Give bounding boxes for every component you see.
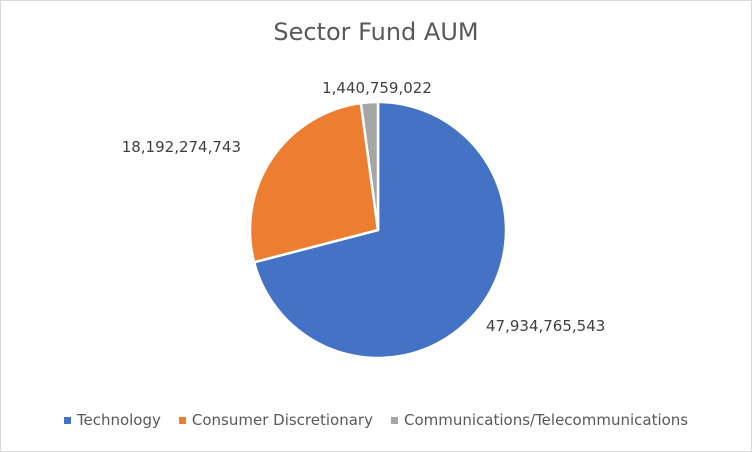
pie-slice-consumer-discretionary — [248, 101, 380, 264]
legend-swatch — [63, 416, 71, 424]
pie-slice-communications-telecommunications — [359, 100, 380, 232]
legend-label: Consumer Discretionary — [191, 411, 373, 429]
legend-label: Communications/Telecommunications — [403, 411, 689, 429]
legend-item: Communications/Telecommunications — [390, 411, 689, 429]
data-label-technology: 47,934,765,543 — [486, 317, 605, 335]
pie-slice-technology — [252, 100, 508, 360]
chart-title: Sector Fund AUM — [273, 18, 479, 46]
legend: Technology Consumer Discretionary Communic… — [1, 411, 751, 429]
data-label-consumer-discretionary: 18,192,274,743 — [122, 138, 241, 156]
legend-swatch — [390, 416, 398, 424]
legend-swatch — [178, 416, 186, 424]
legend-label: Technology — [76, 411, 161, 429]
data-label-communications-telecommunications: 1,440,759,022 — [322, 79, 432, 97]
legend-item: Technology — [63, 411, 161, 429]
legend-item: Consumer Discretionary — [178, 411, 373, 429]
